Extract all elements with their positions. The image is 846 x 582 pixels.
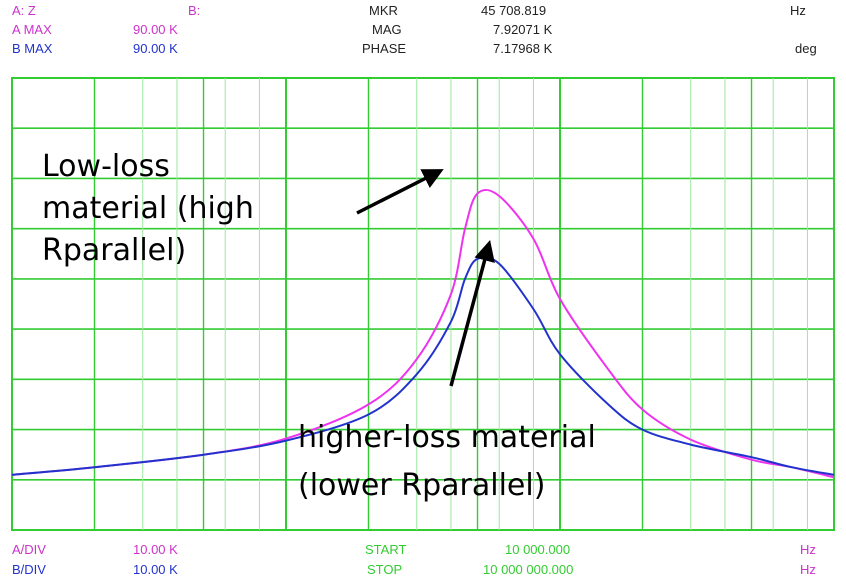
magnitude-label: MAG <box>372 22 402 37</box>
low-loss-line-2: material (high <box>42 191 254 226</box>
annotation-arrows <box>356 169 495 387</box>
higher-loss-line-2: (lower Rparallel) <box>298 468 546 503</box>
start-unit: Hz <box>800 542 816 557</box>
phase-value: 7.17968 K <box>493 41 553 56</box>
a-max-value: 90.00 K <box>133 22 178 37</box>
higher-loss-annotation: higher-loss material (lower Rparallel) <box>298 414 596 510</box>
stop-unit: Hz <box>800 562 816 577</box>
b-div-value: 10.00 K <box>133 562 178 577</box>
marker-frequency: 45 708.819 <box>481 3 547 18</box>
trace-a-label: A: Z <box>12 3 36 18</box>
low-loss-line-3: Rparallel) <box>42 233 187 268</box>
phase-unit: deg <box>795 41 817 56</box>
higher-loss-arrow <box>449 239 495 387</box>
b-max-value: 90.00 K <box>133 41 178 56</box>
low-loss-line-1: Low-loss <box>42 149 170 184</box>
start-value: 10 000.000 <box>505 542 571 557</box>
a-max-label: A MAX <box>12 22 52 37</box>
magnitude-value: 7.92071 K <box>493 22 553 37</box>
b-max-label: B MAX <box>12 41 53 56</box>
marker-frequency-unit: Hz <box>790 3 806 18</box>
a-div-value: 10.00 K <box>133 542 178 557</box>
start-label: START <box>365 542 407 557</box>
marker-label: MKR <box>369 3 398 18</box>
stop-value: 10 000 000.000 <box>483 562 574 577</box>
b-div-label: B/DIV <box>12 562 46 577</box>
phase-label: PHASE <box>362 41 407 56</box>
trace-b-label: B: <box>188 3 201 18</box>
low-loss-annotation: Low-loss material (high Rparallel) <box>42 146 254 272</box>
higher-loss-line-1: higher-loss material <box>298 420 596 455</box>
a-div-label: A/DIV <box>12 542 46 557</box>
stop-label: STOP <box>367 562 403 577</box>
low-loss-arrow <box>356 169 444 215</box>
plot-frame <box>11 77 835 531</box>
